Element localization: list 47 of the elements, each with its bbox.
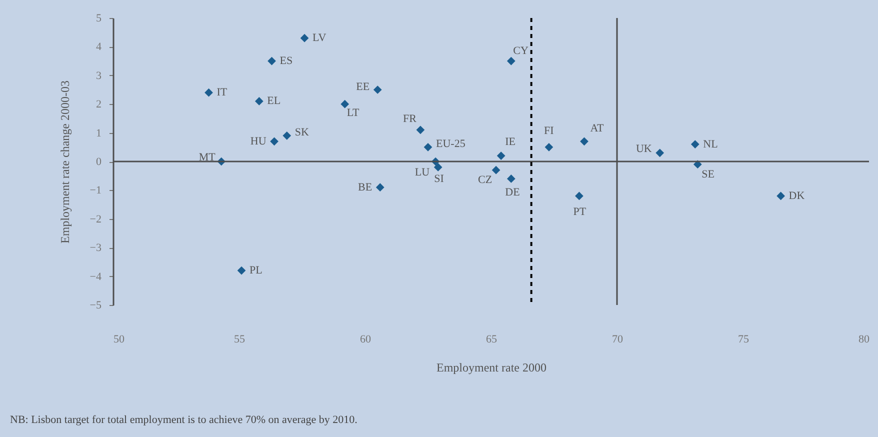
y-tick-label: −4	[90, 270, 102, 283]
y-axis-title: Employment rate change 2000-03	[58, 80, 72, 244]
x-tick-label: 50	[114, 334, 125, 346]
x-axis-title: Employment rate 2000	[436, 360, 546, 374]
annotation: CZ	[478, 174, 492, 186]
y-tick-label: −3	[90, 242, 102, 254]
annotation: EL	[267, 95, 281, 108]
annotation: EE	[356, 80, 370, 93]
annotation: DK	[788, 190, 805, 202]
annotation: FI	[544, 125, 554, 138]
y-tick-label: −1	[90, 184, 102, 197]
y-tick-label: 3	[96, 70, 102, 82]
annotation: IE	[505, 136, 516, 148]
y-tick-label: 4	[96, 41, 102, 54]
y-tick-label: −5	[90, 300, 102, 312]
annotation: DE	[505, 186, 520, 199]
annotation: SK	[294, 126, 309, 139]
y-tick-label: 2	[96, 98, 102, 111]
x-tick-label: 75	[738, 334, 750, 346]
annotation: BE	[358, 181, 372, 194]
x-tick-label: 60	[360, 334, 372, 346]
annotation: LV	[312, 32, 326, 44]
x-tick-label: 70	[612, 334, 624, 346]
annotation: CY	[513, 45, 528, 58]
annotation: ES	[280, 55, 293, 68]
annotation: AT	[590, 122, 604, 134]
y-tick-label: 5	[96, 12, 102, 24]
annotation: LT	[346, 107, 360, 120]
y-tick-label: 1	[96, 127, 102, 140]
annotation: UK	[636, 142, 652, 155]
y-tick-label: 0	[96, 156, 102, 168]
annotation: SE	[702, 168, 715, 180]
annotation: NL	[703, 138, 718, 150]
text: NB: Lisbon target for total employment is to achieve 70% on average by 2010.	[10, 414, 358, 426]
x-tick-label: 80	[858, 334, 870, 346]
annotation: LU	[414, 166, 430, 178]
x-tick-label: 65	[486, 334, 498, 346]
annotation: PT	[573, 206, 586, 218]
annotation: EU-25	[436, 138, 466, 150]
annotation: HU	[250, 135, 266, 148]
annotation: MT	[198, 152, 216, 164]
annotation: PL	[250, 264, 263, 277]
annotation: FR	[402, 112, 418, 125]
y-tick-label: −2	[90, 213, 102, 226]
annotation: SI	[434, 173, 444, 186]
x-tick-label: 55	[234, 334, 246, 346]
annotation: IT	[216, 86, 228, 99]
